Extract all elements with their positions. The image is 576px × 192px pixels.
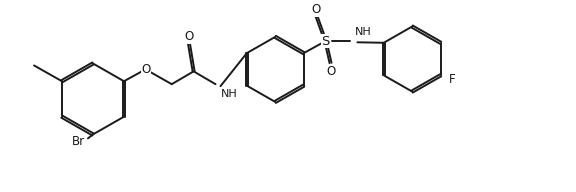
Text: O: O <box>311 3 320 16</box>
Text: NH: NH <box>354 27 371 37</box>
Text: O: O <box>326 65 335 78</box>
Text: NH: NH <box>221 89 237 99</box>
Text: O: O <box>184 30 194 43</box>
Text: O: O <box>141 63 150 76</box>
Text: S: S <box>321 35 330 48</box>
Text: F: F <box>449 73 455 86</box>
Text: Br: Br <box>72 135 85 148</box>
